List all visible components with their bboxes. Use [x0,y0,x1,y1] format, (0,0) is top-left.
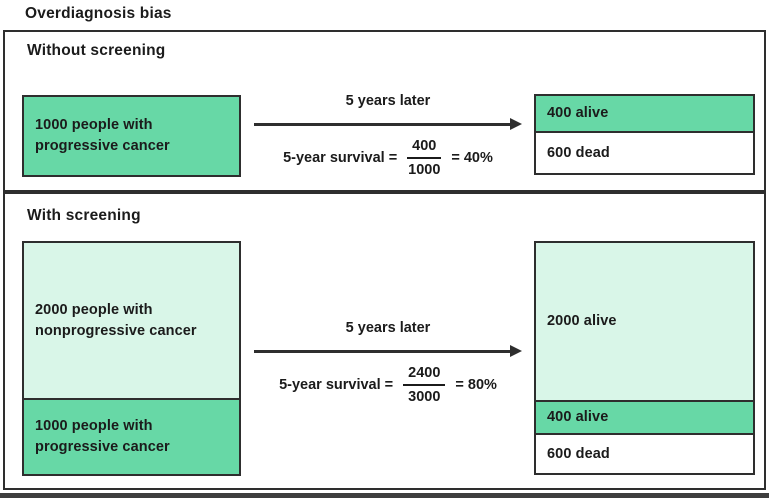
outcome-box-with-screening: 2000 alive 400 alive 600 dead [534,241,755,475]
segment-label-line: nonprogressive cancer [35,322,197,339]
segment-dead: 600 dead [536,433,753,473]
panel-without-screening: Without screening 1000 people with progr… [3,30,766,192]
fraction-denominator: 3000 [408,389,441,406]
arrow-label: 5 years later [345,320,431,336]
cohort-box-without-screening: 1000 people with progressive cancer [22,95,241,177]
segment-label-line: 600 dead [547,144,610,161]
outcome-box-without-screening: 400 alive 600 dead [534,94,755,175]
fraction-numerator: 400 [407,137,442,160]
segment-progressive-cancer: 1000 people with progressive cancer [24,97,239,175]
formula-fraction: 400 1000 [407,137,442,179]
segment-dead: 600 dead [536,131,753,173]
segment-label-line: 2000 people with [35,301,153,318]
survival-formula: 5-year survival = 400 1000 = 40% [254,137,522,179]
formula-result: = 80% [455,377,497,394]
formula-result: = 40% [451,150,493,167]
segment-label-line: 600 dead [547,445,610,462]
formula-fraction: 2400 3000 [403,364,446,406]
segment-label-line: 1000 people with [35,117,153,134]
survival-formula: 5-year survival = 2400 3000 = 80% [254,364,522,406]
arrow-head-icon [510,118,522,130]
segment-label-line: 1000 people with [35,418,153,435]
fraction-numerator: 2400 [403,364,446,387]
segment-progressive-cancer: 1000 people with progressive cancer [24,398,239,474]
bottom-edge-bar [0,493,769,498]
arrow [254,345,522,357]
segment-label-line: progressive cancer [35,138,170,154]
cohort-box-with-screening: 2000 people with nonprogressive cancer 1… [22,241,241,476]
panel-with-screening-label: With screening [27,207,141,224]
arrow-label: 5 years later [345,93,431,109]
segment-alive-progressive: 400 alive [536,400,753,433]
segment-nonprogressive-cancer: 2000 people with nonprogressive cancer [24,243,239,398]
figure-title: Overdiagnosis bias [25,5,172,22]
formula-lhs: 5-year survival = [283,150,398,167]
panel-without-screening-label: Without screening [27,42,166,59]
segment-label-line: 400 alive [547,409,609,426]
segment-label-line: 2000 alive [547,313,617,330]
arrow-line [254,349,511,353]
fraction-denominator: 1000 [408,162,441,179]
arrow-line [254,122,511,126]
arrow [254,118,522,130]
formula-lhs: 5-year survival = [279,377,394,394]
segment-label-line: progressive cancer [35,439,170,455]
transition-with-screening: 5 years later 5-year survival = 2400 300… [254,320,522,406]
segment-alive-nonprogressive: 2000 alive [536,243,753,400]
segment-label-line: 400 alive [547,105,609,122]
arrow-head-icon [510,345,522,357]
transition-without-screening: 5 years later 5-year survival = 400 1000… [254,93,522,179]
panel-with-screening: With screening 2000 people with nonprogr… [3,192,766,490]
segment-alive: 400 alive [536,96,753,131]
